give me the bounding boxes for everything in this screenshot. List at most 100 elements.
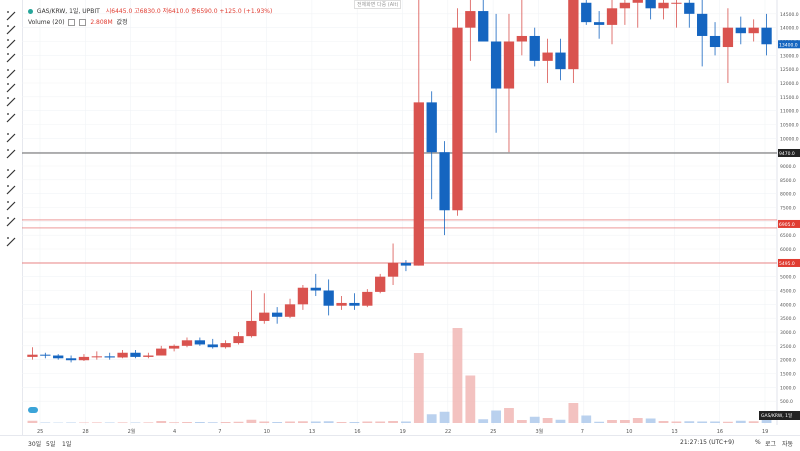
candle-body[interactable]	[414, 102, 424, 265]
magnet-icon[interactable]	[3, 166, 19, 182]
candle-body[interactable]	[336, 303, 346, 306]
pen-icon[interactable]	[3, 50, 19, 66]
y-tick-label: 9000.0	[780, 164, 796, 170]
candle-body[interactable]	[633, 0, 643, 3]
ruler-icon[interactable]	[3, 130, 19, 146]
candle-body[interactable]	[349, 303, 359, 306]
candle-body[interactable]	[375, 277, 385, 292]
candle-body[interactable]	[66, 358, 76, 360]
volume-bar	[556, 420, 566, 423]
candle-body[interactable]	[465, 11, 475, 28]
candle-body[interactable]	[697, 14, 707, 36]
y-tick-label: 7500.0	[780, 206, 796, 212]
candle-body[interactable]	[671, 3, 681, 4]
candle-body[interactable]	[79, 357, 89, 360]
cloud-icon[interactable]	[28, 407, 38, 413]
candle-body[interactable]	[684, 3, 694, 14]
status-dot	[28, 9, 33, 14]
candle-body[interactable]	[285, 304, 295, 316]
candle-body[interactable]	[233, 336, 243, 343]
candle-body[interactable]	[362, 292, 372, 306]
candle-body[interactable]	[246, 321, 256, 336]
range-5d-button[interactable]: 5일	[46, 439, 55, 448]
candle-body[interactable]	[92, 356, 102, 357]
candle-body[interactable]	[169, 346, 179, 349]
percent-toggle[interactable]: %	[755, 439, 761, 446]
candle-body[interactable]	[427, 102, 437, 152]
candle-body[interactable]	[208, 344, 218, 347]
unlock-icon[interactable]	[3, 198, 19, 214]
volume-tag: GAS/KRW, 1일	[761, 412, 792, 419]
candlestick-chart[interactable]: 500.01000.01500.02000.02500.03000.03500.…	[22, 0, 800, 435]
y-tick-label: 2500.0	[780, 344, 796, 350]
y-tick-label: 13000.0	[780, 53, 799, 59]
candle-body[interactable]	[220, 343, 230, 347]
candle-body[interactable]	[581, 3, 591, 22]
candle-body[interactable]	[620, 3, 630, 9]
candle-body[interactable]	[117, 353, 127, 358]
candle-body[interactable]	[761, 28, 771, 45]
zoom-icon[interactable]	[3, 146, 19, 162]
candle-body[interactable]	[736, 28, 746, 34]
candle-body[interactable]	[40, 355, 50, 356]
candle-body[interactable]	[504, 42, 514, 89]
y-tick-label: 14000.0	[780, 26, 799, 32]
candle-body[interactable]	[401, 263, 411, 266]
range-1d-button[interactable]: 1일	[62, 439, 71, 448]
volume-bar	[427, 414, 437, 423]
candle-body[interactable]	[143, 356, 153, 357]
candle-body[interactable]	[530, 36, 540, 61]
candle-body[interactable]	[452, 28, 462, 211]
y-tick-label: 3000.0	[780, 330, 796, 336]
volume-bar	[182, 422, 192, 423]
candle-body[interactable]	[324, 291, 334, 306]
candle-body[interactable]	[645, 0, 655, 8]
candle-body[interactable]	[594, 22, 604, 25]
candle-body[interactable]	[517, 36, 527, 42]
candle-body[interactable]	[478, 11, 488, 41]
candle-body[interactable]	[749, 28, 759, 34]
price-tag-hline1: 9470.0	[779, 151, 795, 157]
candle-body[interactable]	[723, 28, 733, 47]
settings-square-icon[interactable]	[68, 19, 75, 26]
auto-toggle[interactable]: 자동	[782, 439, 793, 448]
volume-bar	[66, 423, 76, 424]
candle-body[interactable]	[607, 8, 617, 25]
candle-body[interactable]	[272, 313, 282, 317]
candle-body[interactable]	[568, 0, 578, 69]
measure-icon[interactable]	[3, 94, 19, 110]
trash-icon[interactable]	[3, 234, 19, 250]
candle-body[interactable]	[27, 355, 37, 357]
candle-body[interactable]	[388, 263, 398, 277]
hide-square-icon[interactable]	[79, 19, 86, 26]
candle-body[interactable]	[105, 356, 115, 357]
candle-body[interactable]	[555, 53, 565, 70]
volume-bar	[234, 422, 244, 423]
candle-body[interactable]	[156, 349, 166, 356]
volume-bar	[504, 408, 514, 423]
candle-body[interactable]	[542, 53, 552, 61]
candle-body[interactable]	[710, 36, 720, 47]
candle-body[interactable]	[311, 288, 321, 291]
candle-body[interactable]	[491, 42, 501, 89]
candle-body[interactable]	[259, 313, 269, 321]
volume-bar	[92, 422, 102, 423]
candle-body[interactable]	[53, 356, 63, 359]
volume-legend: Volume (20) 2.808M 값정	[28, 17, 128, 26]
candle-body[interactable]	[658, 3, 668, 9]
candle-body[interactable]	[195, 340, 205, 344]
volume-bar	[272, 422, 282, 423]
lock-draw-icon[interactable]	[3, 182, 19, 198]
volume-bar	[324, 421, 334, 423]
candle-body[interactable]	[130, 353, 140, 357]
candle-body[interactable]	[298, 288, 308, 305]
eye-icon[interactable]	[3, 214, 19, 230]
log-toggle[interactable]: 로그	[765, 439, 776, 448]
y-tick-label: 500.0	[780, 399, 793, 405]
volume-bar	[143, 422, 153, 423]
back-arrow-icon[interactable]	[3, 110, 19, 126]
candle-body[interactable]	[182, 340, 192, 346]
candle-body[interactable]	[439, 152, 449, 210]
range-30d-button[interactable]: 30일	[28, 439, 41, 448]
